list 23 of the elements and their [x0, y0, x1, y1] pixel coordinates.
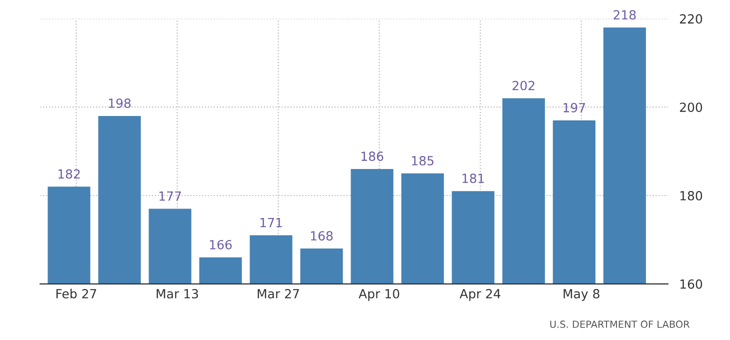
- x-tick-label: May 8: [564, 288, 600, 301]
- data-label: 166: [210, 240, 232, 250]
- x-tick-label: Feb 27: [56, 288, 96, 298]
- y-tick-label: 180: [680, 190, 702, 200]
- data-label: 185: [412, 156, 434, 166]
- x-tick-label: Apr 24: [460, 288, 500, 301]
- data-label: 202: [512, 80, 534, 90]
- data-label: 181: [462, 174, 484, 184]
- x-tick-label: Mar 27: [258, 288, 299, 298]
- x-tick-label: Apr 10: [358, 288, 400, 301]
- data-label: 218: [614, 10, 636, 20]
- data-label: 168: [311, 231, 333, 241]
- data-label: 197: [564, 102, 585, 112]
- data-label: 186: [362, 152, 384, 162]
- data-label: 198: [108, 98, 131, 108]
- data-label: 177: [159, 191, 181, 201]
- y-tick-label: 160: [680, 279, 702, 289]
- x-tick-label: Mar 13: [156, 288, 198, 298]
- y-tick-label: 200: [680, 102, 702, 112]
- text: U.S. DEPARTMENT OF LABOR: [550, 320, 690, 328]
- y-tick-label: 220: [680, 14, 702, 24]
- data-label: 171: [260, 218, 282, 228]
- data-label: 182: [58, 169, 80, 179]
